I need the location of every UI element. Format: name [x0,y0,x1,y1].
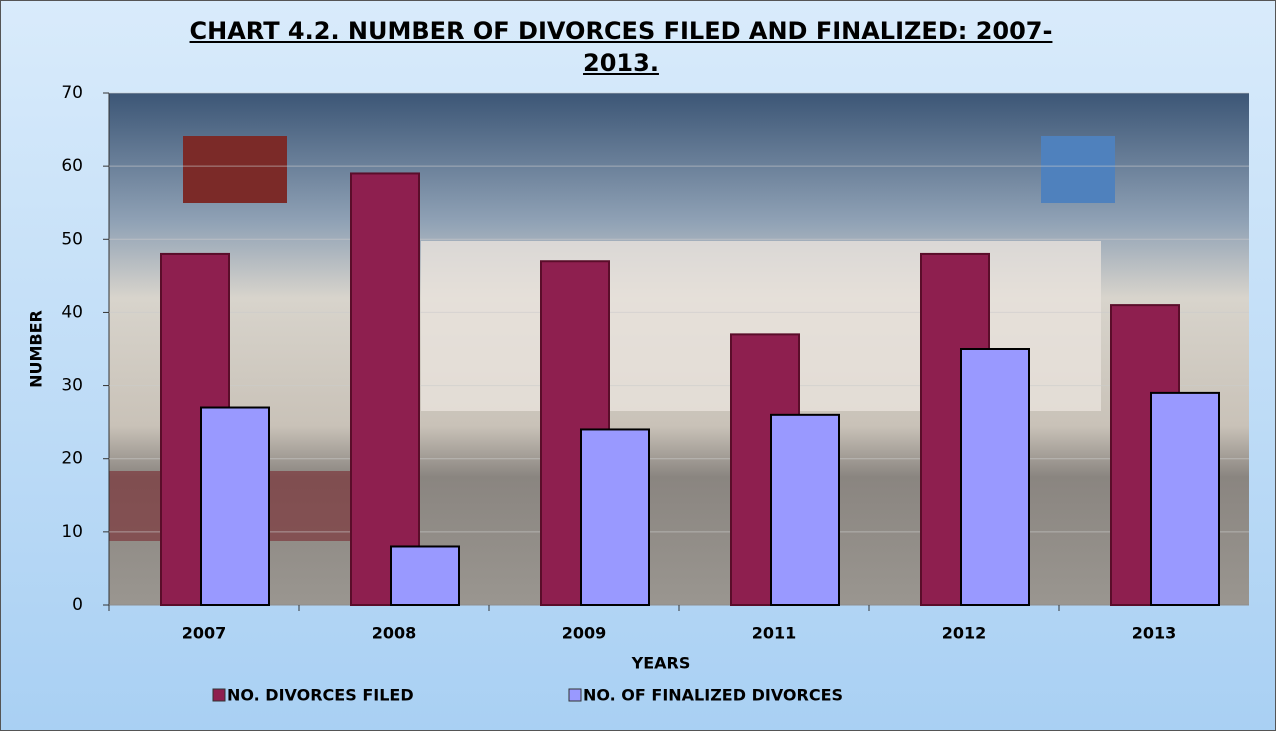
bar [770,413,840,607]
y-tick-label: 70 [61,83,83,103]
bar [960,348,1030,606]
decor-square [183,136,287,203]
y-tick-label: 30 [61,376,83,396]
x-tick-label: 2012 [942,624,987,643]
bar [390,545,460,607]
legend-label: NO. OF FINALIZED DIVORCES [583,686,843,705]
legend-swatch [212,688,226,702]
decor-square [1041,136,1115,203]
y-tick-label: 20 [61,449,83,469]
x-axis-label: YEARS [631,654,691,673]
bar [1150,391,1220,606]
x-tick-label: 2007 [182,624,227,643]
y-tick-label: 0 [72,595,83,615]
y-tick-label: 10 [61,522,83,542]
legend-label: NO. DIVORCES FILED [227,686,414,705]
x-tick-label: 2013 [1132,624,1177,643]
bar [200,406,270,606]
bar [580,428,650,607]
y-axis-label: NUMBER [27,310,46,388]
y-tick-label: 60 [61,156,83,176]
x-tick-label: 2009 [562,624,607,643]
y-tick-label: 50 [61,229,83,249]
y-tick-label: 40 [61,302,83,322]
x-tick-label: 2008 [372,624,417,643]
x-tick-label: 2011 [752,624,797,643]
bar [350,172,420,606]
chart-title: CHART 4.2. NUMBER OF DIVORCES FILED AND … [189,17,1053,77]
legend-swatch [568,688,582,702]
